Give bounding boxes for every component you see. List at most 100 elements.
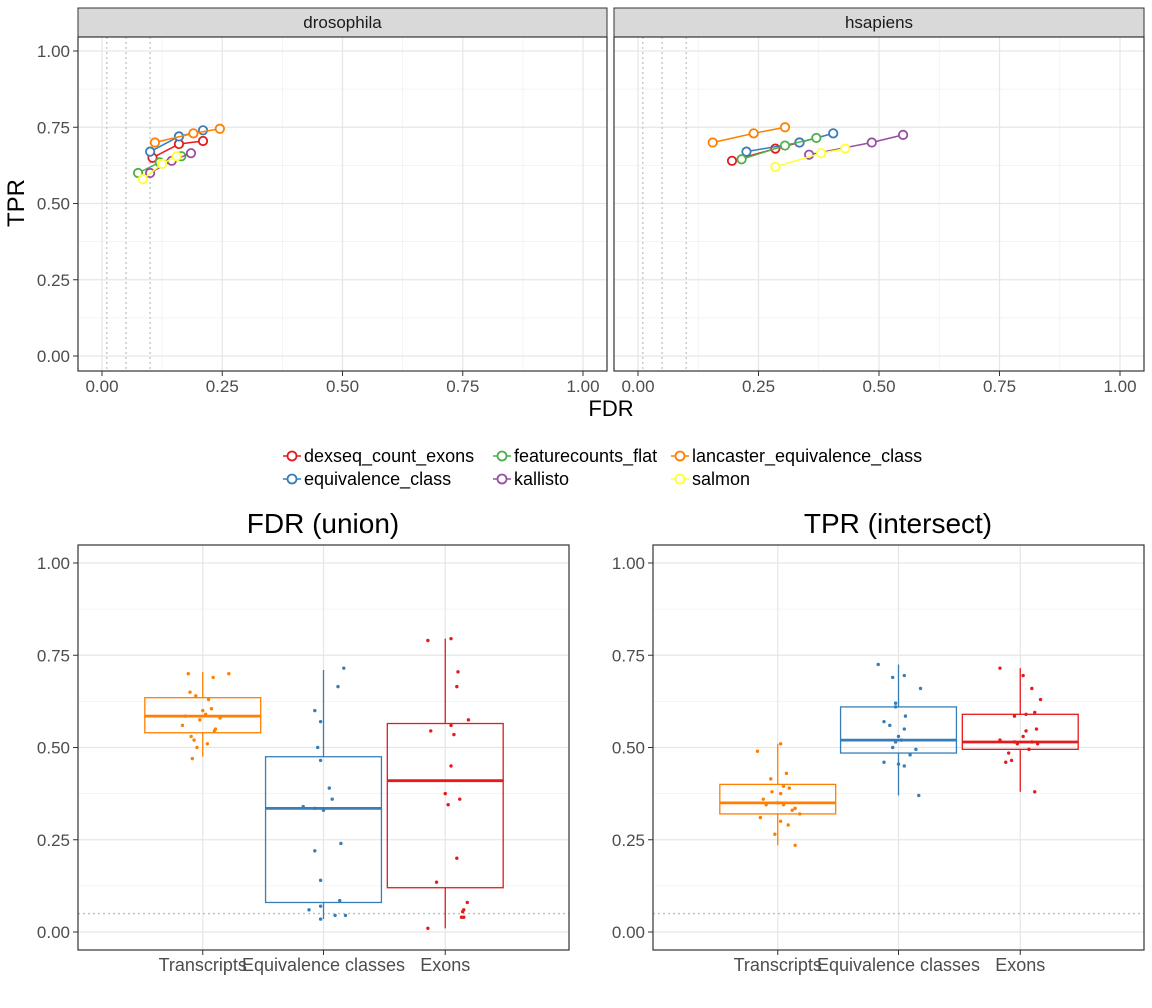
jitter-point-exons [449, 764, 453, 768]
data-point-equivalence-class [828, 128, 839, 139]
jitter-point-exons [1012, 740, 1017, 744]
jitter-point-transcripts [192, 738, 196, 742]
jitter-point-transcripts [778, 791, 783, 796]
jitter-point-exons [1015, 742, 1020, 746]
x-tick-label-equivalence-classes: Equivalence classes [242, 955, 405, 975]
jitter-point-equivalence-classes [882, 760, 886, 764]
jitter-point-transcripts [205, 742, 210, 746]
jitter-point-exons [452, 732, 456, 737]
jitter-point-exons [455, 684, 459, 689]
data-point-lancaster-equivalence-class [214, 123, 225, 134]
jitter-point-exons [462, 915, 466, 919]
jitter-point-equivalence-classes [917, 793, 921, 798]
jitter-point-equivalence-classes [301, 804, 305, 809]
y-tick-label: 0.50 [612, 739, 645, 758]
y-tick-label: 0.25 [37, 271, 70, 290]
data-point-featurecounts-flat [779, 140, 791, 151]
jitter-point-equivalence-classes [896, 734, 901, 739]
jitter-point-equivalence-classes [893, 740, 898, 744]
jitter-point-equivalence-classes [327, 786, 331, 790]
jitter-point-exons [460, 910, 465, 914]
jitter-point-exons [458, 797, 462, 801]
box-equivalence-classes [264, 756, 383, 904]
legend-key-point-lancaster-equivalence-class [674, 450, 686, 462]
facet-label-drosophila: drosophila [303, 13, 382, 32]
jitter-point-equivalence-classes [918, 686, 923, 691]
y-tick-label: 0.25 [37, 831, 70, 850]
x-tick-label: 0.50 [862, 377, 895, 396]
fdr-union-boxplot: FDR (union) 0.00 0.25 0.50 0.75 1.00 Transcri… [37, 508, 570, 975]
jitter-point-exons [1021, 734, 1025, 739]
jitter-point-equivalence-classes [914, 747, 918, 752]
jitter-point-exons [456, 670, 460, 674]
x-tick-label: 0.25 [206, 377, 239, 396]
jitter-point-equivalence-classes [342, 666, 346, 670]
x-tick-label: 0.75 [446, 377, 479, 396]
panel-border [652, 544, 1145, 951]
jitter-point-transcripts [189, 734, 193, 739]
y-axis-title: TPR [3, 179, 30, 227]
y-tick-label: 0.50 [37, 739, 70, 758]
jitter-point-transcripts [198, 718, 202, 722]
data-point-featurecounts-flat [811, 132, 822, 144]
jitter-point-equivalence-classes [902, 764, 906, 768]
facet-label-hsapiens: hsapiens [845, 13, 913, 32]
data-point-featurecounts-flat [736, 154, 747, 165]
data-point-dexseq-count-exons [197, 135, 209, 147]
y-tick-label: 1.00 [612, 554, 645, 573]
y-tick-label: 1.00 [37, 554, 70, 573]
facet-panel-hsapiens: hsapiens 0.00 0.25 0.50 0.75 1.00 [613, 7, 1145, 396]
jitter-point-exons [1024, 729, 1028, 733]
jitter-point-equivalence-classes [333, 913, 337, 918]
jitter-point-transcripts [755, 749, 760, 753]
jitter-point-exons [426, 638, 430, 643]
jitter-point-equivalence-classes [888, 723, 892, 728]
jitter-point-transcripts [773, 832, 777, 836]
data-point-equivalence-class [145, 146, 156, 157]
jitter-point-transcripts [769, 777, 773, 781]
y-tick-label: 0.25 [612, 831, 645, 850]
jitter-point-transcripts [798, 812, 802, 816]
jitter-point-transcripts [781, 802, 786, 807]
y-tick-label: 0.00 [37, 923, 70, 942]
jitter-point-exons [455, 856, 459, 860]
data-point-salmon [171, 151, 182, 162]
jitter-point-exons [998, 738, 1002, 742]
jitter-point-equivalence-classes [307, 908, 311, 912]
data-point-salmon [157, 158, 168, 169]
y-tick-label: 0.00 [612, 923, 645, 942]
jitter-point-exons [426, 926, 430, 931]
x-tick-label-equivalence-classes: Equivalence classes [817, 955, 980, 975]
data-point-kallisto [185, 148, 197, 159]
x-tick-label-transcripts: Transcripts [159, 955, 247, 975]
x-tick-label-exons: Exons [420, 955, 470, 975]
jitter-point-exons [443, 791, 447, 796]
jitter-point-transcripts [211, 675, 215, 680]
jitter-point-exons [1030, 740, 1034, 744]
jitter-point-exons [1033, 790, 1037, 794]
jitter-point-exons [449, 636, 453, 641]
panel-border-drosophila [77, 36, 608, 372]
data-point-salmon [816, 148, 827, 159]
jitter-point-equivalence-classes [318, 758, 323, 763]
jitter-point-transcripts [203, 712, 208, 716]
facet-panel-drosophila: drosophila 0.00 0.25 0.50 0.75 1.00 0.00 0.25 0.… [37, 7, 608, 396]
jitter-point-transcripts [781, 784, 786, 788]
jitter-point-equivalence-classes [338, 898, 342, 903]
data-point-lancaster-equivalence-class [188, 128, 199, 139]
jitter-point-transcripts [787, 786, 792, 790]
jitter-point-transcripts [793, 843, 797, 847]
x-tick-label: 0.00 [85, 377, 118, 396]
jitter-point-transcripts [786, 823, 790, 827]
y-tick-label: 0.00 [37, 347, 70, 366]
jitter-point-equivalence-classes [318, 878, 323, 883]
jitter-point-transcripts [761, 797, 765, 801]
jitter-point-equivalence-classes [318, 917, 323, 921]
jitter-point-exons [434, 880, 439, 884]
jitter-point-exons [449, 723, 453, 728]
jitter-point-transcripts [790, 808, 794, 812]
jitter-point-exons [1027, 747, 1031, 752]
legend-key-point-equivalence-class [286, 473, 298, 485]
roc-facet-chart: TPR FDR drosophila 0.00 0.25 0.50 0.75 1.00 0.… [3, 7, 1145, 421]
